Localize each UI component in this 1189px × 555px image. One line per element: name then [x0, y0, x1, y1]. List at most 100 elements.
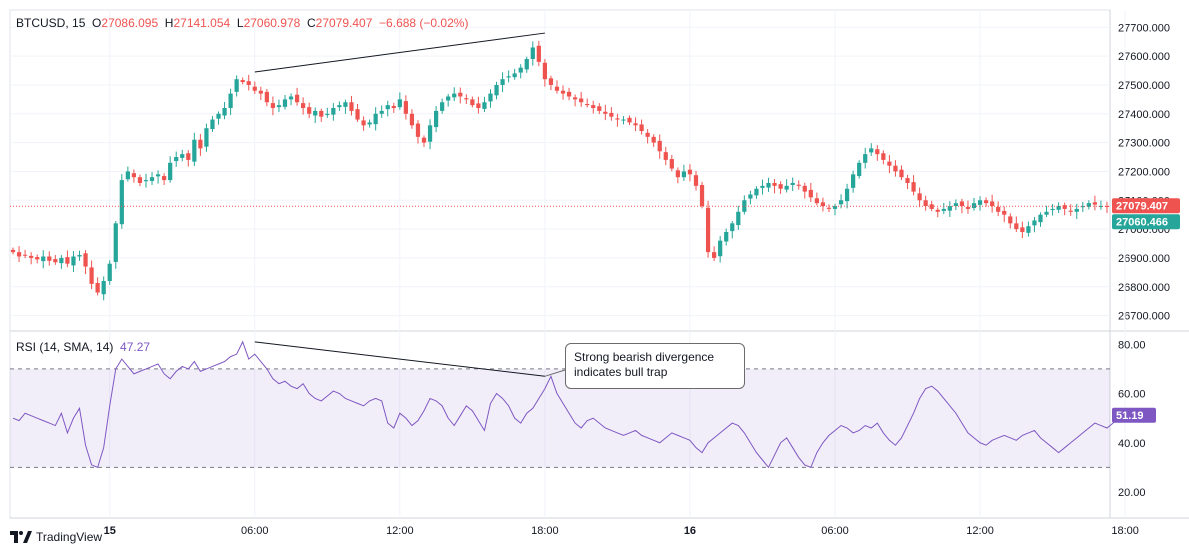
candle-body: [621, 119, 626, 121]
candle-body: [1050, 208, 1055, 211]
candle-body: [355, 109, 360, 120]
last-price-badge: [1112, 214, 1180, 230]
candle-body: [222, 108, 227, 116]
candle-body: [542, 62, 548, 80]
time-tick-label: 06:00: [241, 525, 269, 537]
rsi-tick-label: 60.00: [1118, 389, 1146, 401]
candle-body: [693, 175, 699, 186]
candle-body: [252, 86, 257, 91]
close-value: 27079.407: [315, 16, 373, 30]
candle-body: [1026, 226, 1031, 233]
candle-body: [440, 102, 445, 111]
candle-body: [204, 128, 209, 147]
candle-body: [802, 185, 807, 192]
candle-body: [41, 256, 46, 262]
candle-body: [16, 252, 22, 257]
candle-body: [796, 184, 801, 186]
candle-body: [307, 107, 312, 114]
candle-body: [361, 120, 366, 126]
candle-body: [258, 90, 263, 94]
candle-body: [1092, 202, 1098, 205]
candle-body: [597, 106, 602, 111]
candle-body: [446, 96, 451, 101]
candle-body: [506, 76, 511, 78]
candle-body: [548, 78, 554, 85]
candle-body: [699, 184, 705, 207]
candle-body: [391, 106, 396, 109]
rsi-label: RSI (14, SMA, 14): [16, 340, 114, 354]
candle-body: [851, 174, 856, 188]
candle-body: [772, 182, 777, 186]
candle-body: [1056, 206, 1061, 210]
time-tick-label: 15: [104, 525, 116, 537]
price-tick-label: 27700.000: [1118, 22, 1170, 34]
candle-body: [482, 102, 487, 109]
symbol-label[interactable]: BTCUSD: [16, 16, 66, 30]
candle-body: [633, 123, 638, 126]
candle-body: [760, 185, 765, 188]
candle-body: [1086, 203, 1091, 207]
divergence-callout[interactable]: Strong bearish divergence indicates bull…: [565, 343, 745, 389]
candle-body: [518, 67, 523, 73]
candle-body: [427, 125, 433, 142]
candle-body: [808, 189, 813, 198]
candle-body: [838, 200, 844, 205]
candle-body: [433, 110, 439, 128]
candle-body: [180, 154, 185, 158]
candle-body: [325, 113, 330, 115]
rsi-tick-label: 40.00: [1118, 438, 1146, 450]
candle-body: [977, 200, 983, 205]
tradingview-logo[interactable]: TradingView: [10, 530, 102, 544]
candle-body: [83, 253, 88, 267]
candle-body: [1062, 205, 1067, 209]
candle-body: [681, 171, 687, 178]
candle-body: [343, 102, 348, 107]
candle-body: [337, 105, 342, 108]
candle-body: [494, 84, 499, 96]
candle-body: [899, 169, 904, 178]
candle-body: [409, 113, 415, 126]
candle-body: [917, 193, 922, 201]
interval-label[interactable]: 15: [72, 16, 86, 30]
time-tick-label: 18:00: [1111, 525, 1139, 537]
candle-body: [712, 252, 717, 258]
candle-body: [294, 94, 300, 103]
time-tick-label: 18:00: [531, 525, 559, 537]
candle-body: [1014, 223, 1019, 230]
candle-body: [379, 110, 384, 114]
candle-body: [675, 170, 680, 178]
time-tick-label: 12:00: [966, 525, 994, 537]
candle-body: [246, 81, 251, 85]
brand-name: TradingView: [36, 530, 103, 544]
candle-body: [784, 185, 789, 190]
candle-body: [1002, 210, 1007, 215]
candle-body: [403, 101, 408, 114]
close-letter: C: [306, 16, 316, 30]
rsi-divergence-line: [254, 341, 545, 377]
price-tick-label: 27500.000: [1118, 80, 1170, 92]
candle-body: [766, 182, 771, 188]
candle-body: [464, 98, 469, 100]
candle-body: [603, 111, 608, 114]
candle-body: [488, 93, 493, 102]
candle-body: [458, 92, 463, 97]
price-tick-label: 27200.000: [1118, 166, 1170, 178]
candle-body: [947, 206, 952, 211]
candle-body: [651, 136, 656, 143]
tradingview-logo-icon: [10, 531, 32, 543]
rsi-line: [12, 340, 1132, 469]
rsi-band: [10, 368, 1110, 468]
time-tick-label: 16: [684, 525, 696, 537]
last-price-text: 27060.466: [1116, 217, 1168, 229]
rsi-legend[interactable]: RSI (14, SMA, 14) 47.27: [16, 340, 150, 354]
candle-body: [512, 73, 517, 78]
last-price-badge: [1112, 198, 1180, 214]
candle-body: [373, 113, 378, 125]
candle-body: [1080, 206, 1085, 208]
candle-body: [47, 256, 52, 261]
candle-body: [95, 283, 100, 293]
candle-body: [264, 91, 269, 103]
candle-body: [560, 90, 566, 94]
candle-body: [579, 98, 584, 103]
